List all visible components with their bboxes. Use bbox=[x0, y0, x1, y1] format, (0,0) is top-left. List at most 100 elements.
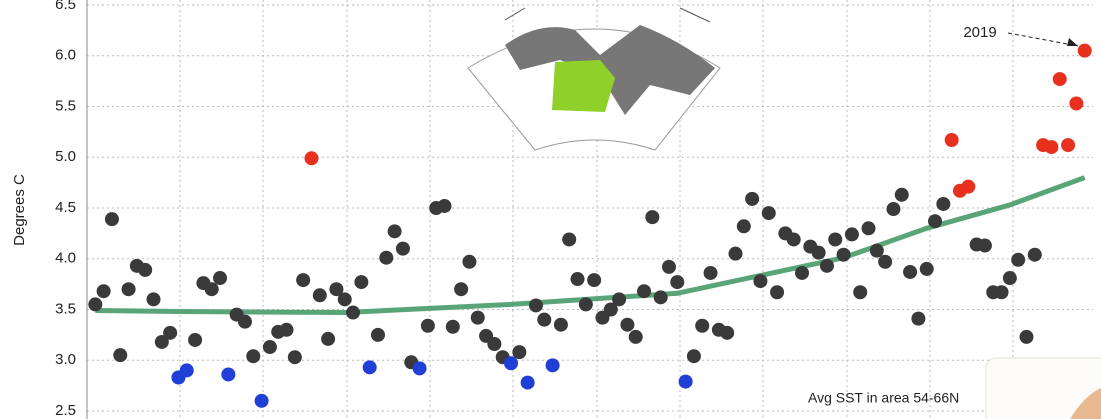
point bbox=[637, 284, 652, 299]
point bbox=[1061, 138, 1076, 153]
overlay-box bbox=[985, 357, 1101, 419]
trend-line bbox=[95, 175, 1086, 316]
point bbox=[886, 202, 901, 217]
point bbox=[1044, 140, 1059, 155]
point bbox=[553, 317, 568, 332]
point bbox=[237, 314, 252, 329]
point bbox=[512, 345, 527, 360]
point bbox=[387, 224, 402, 239]
point bbox=[853, 285, 868, 300]
point bbox=[528, 298, 543, 313]
point bbox=[346, 305, 361, 320]
point bbox=[570, 272, 585, 287]
point bbox=[703, 265, 718, 280]
point bbox=[678, 374, 693, 389]
point bbox=[262, 340, 277, 355]
grid: 2.5 3.0 3.5 4.0 4.5 5.0 5.5 6.0 6.5 bbox=[55, 0, 1093, 419]
y-tick-label: 4.0 bbox=[55, 250, 76, 267]
point bbox=[653, 290, 668, 305]
point bbox=[819, 258, 834, 273]
point bbox=[770, 285, 785, 300]
point bbox=[828, 232, 843, 247]
point bbox=[961, 179, 976, 194]
point bbox=[603, 302, 618, 317]
point bbox=[321, 331, 336, 346]
point bbox=[1069, 96, 1084, 111]
marks bbox=[88, 43, 1092, 408]
annotation: Avg SST in area 54-66N bbox=[808, 390, 959, 406]
point bbox=[844, 227, 859, 242]
point bbox=[504, 356, 519, 371]
point bbox=[154, 334, 169, 349]
point bbox=[113, 348, 128, 363]
point bbox=[395, 241, 410, 256]
y-tick-label: 4.5 bbox=[55, 199, 76, 216]
point bbox=[370, 327, 385, 342]
point bbox=[578, 297, 593, 312]
annotation-arrow bbox=[1007, 32, 1079, 47]
point bbox=[1077, 43, 1092, 58]
point bbox=[811, 245, 826, 260]
point bbox=[96, 284, 111, 299]
point bbox=[695, 318, 710, 333]
point bbox=[213, 271, 228, 286]
point bbox=[761, 206, 776, 221]
point bbox=[304, 151, 319, 166]
point bbox=[861, 221, 876, 236]
point bbox=[163, 325, 178, 340]
point bbox=[745, 191, 760, 206]
point bbox=[146, 292, 161, 307]
point bbox=[670, 275, 685, 290]
point bbox=[628, 329, 643, 344]
y-tick-label: 3.0 bbox=[55, 351, 76, 368]
arrow-head bbox=[1067, 38, 1078, 46]
point bbox=[470, 310, 485, 325]
point bbox=[462, 254, 477, 269]
point bbox=[686, 349, 701, 364]
point bbox=[786, 232, 801, 247]
y-tick-label: 5.5 bbox=[55, 97, 76, 114]
point bbox=[944, 132, 959, 147]
point bbox=[312, 288, 327, 303]
point bbox=[221, 367, 236, 382]
point bbox=[412, 361, 427, 376]
point bbox=[1002, 271, 1017, 286]
point bbox=[587, 273, 602, 288]
point bbox=[454, 282, 469, 297]
point bbox=[545, 358, 560, 373]
y-tick-label: 5.0 bbox=[55, 148, 76, 165]
point bbox=[445, 319, 460, 334]
point bbox=[661, 259, 676, 274]
point bbox=[138, 262, 153, 277]
point bbox=[977, 238, 992, 253]
point bbox=[1052, 72, 1067, 87]
point bbox=[645, 210, 660, 225]
point bbox=[612, 292, 627, 307]
y-tick-label: 3.5 bbox=[55, 300, 76, 317]
point bbox=[620, 317, 635, 332]
point bbox=[994, 285, 1009, 300]
point bbox=[287, 350, 302, 365]
point bbox=[720, 325, 735, 340]
point bbox=[246, 349, 261, 364]
y-tick-label: 2.5 bbox=[55, 402, 76, 419]
point bbox=[520, 375, 535, 390]
point bbox=[836, 247, 851, 262]
point bbox=[88, 297, 103, 312]
point bbox=[936, 196, 951, 211]
point bbox=[903, 264, 918, 279]
point bbox=[878, 254, 893, 269]
point bbox=[104, 212, 119, 227]
point bbox=[362, 360, 377, 375]
point bbox=[911, 311, 926, 326]
point bbox=[337, 292, 352, 307]
point bbox=[329, 282, 344, 297]
point bbox=[204, 282, 219, 297]
point bbox=[437, 198, 452, 213]
point bbox=[254, 393, 269, 408]
point bbox=[121, 282, 136, 297]
point bbox=[1019, 329, 1034, 344]
y-axis-label: Degrees C bbox=[11, 174, 28, 246]
